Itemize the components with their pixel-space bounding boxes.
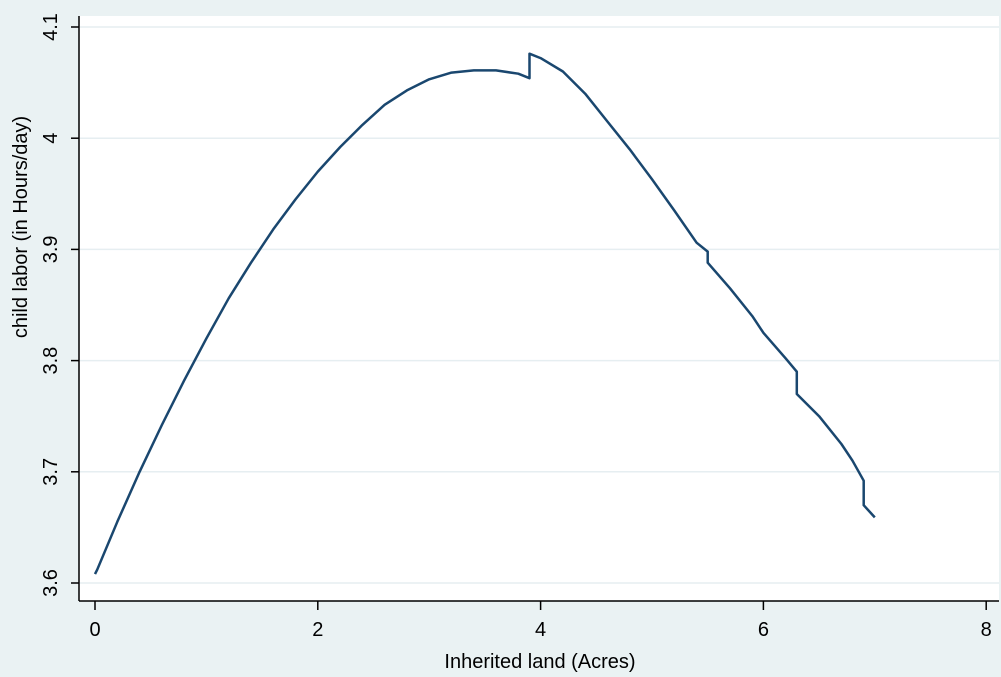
y-tick-label: 4 bbox=[40, 133, 62, 144]
y-tick-label: 3.7 bbox=[40, 458, 62, 486]
series-layer bbox=[93, 52, 876, 575]
x-tick-label: 6 bbox=[758, 619, 769, 641]
x-tick-label: 4 bbox=[535, 619, 546, 641]
y-axis-title: child labor (in Hours/day) bbox=[10, 116, 32, 338]
x-tick-label: 2 bbox=[312, 619, 323, 641]
x-tick-label: 0 bbox=[89, 619, 100, 641]
series-line bbox=[93, 52, 876, 575]
x-axis-title: Inherited land (Acres) bbox=[444, 651, 635, 673]
y-tick-label: 3.8 bbox=[40, 347, 62, 375]
y-tick-label: 4.1 bbox=[40, 13, 62, 41]
y-tick-label: 3.9 bbox=[40, 235, 62, 263]
plot-area bbox=[79, 16, 999, 601]
y-tick-label: 3.6 bbox=[40, 569, 62, 597]
grid-lines bbox=[80, 26, 999, 584]
axis-ticks: 3.6 3.7 3.8 3.9 4 4.1 0 2 4 6 8 bbox=[40, 13, 992, 641]
x-tick-label: 8 bbox=[981, 619, 992, 641]
